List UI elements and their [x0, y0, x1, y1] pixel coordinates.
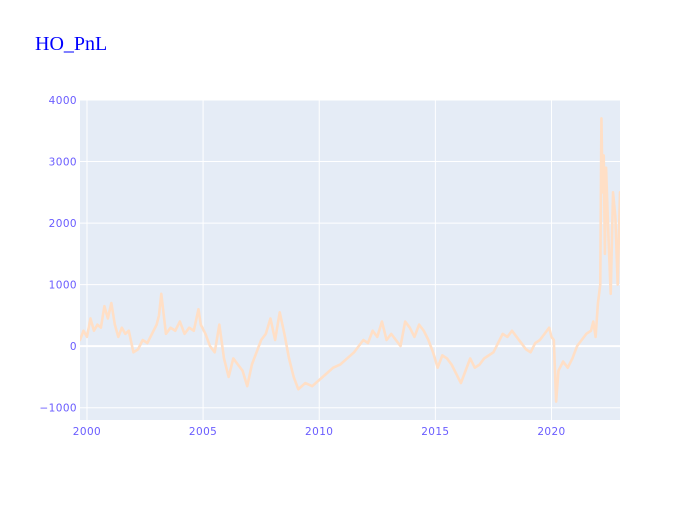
- x-tick-label: 2020: [537, 426, 565, 438]
- y-tick-label: 2000: [49, 218, 77, 230]
- x-tick-label: 2015: [421, 426, 449, 438]
- plot-background: [80, 100, 620, 420]
- y-tick-label: 3000: [49, 157, 77, 169]
- chart-title: HO_PnL: [35, 33, 107, 55]
- x-tick-label: 2010: [305, 426, 333, 438]
- y-tick-label: 1000: [49, 280, 77, 292]
- y-tick-label: 0: [70, 341, 77, 353]
- x-tick-label: 2005: [189, 426, 217, 438]
- x-tick-label: 2000: [73, 426, 101, 438]
- series-line: [80, 117, 620, 403]
- y-tick-label: −1000: [39, 403, 77, 415]
- y-tick-label: 4000: [49, 95, 77, 107]
